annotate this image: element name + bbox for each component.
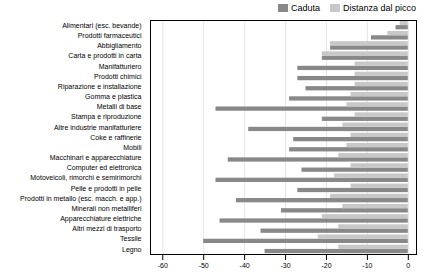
svg-text:Motoveicoli, rimorchi e semiri: Motoveicoli, rimorchi e semirimorchi [30, 174, 142, 181]
svg-text:-10: -10 [362, 262, 372, 269]
svg-text:Carta e prodotti in carta: Carta e prodotti in carta [68, 52, 141, 60]
svg-text:Mobili: Mobili [123, 144, 142, 151]
svg-text:Apparecchiature elettriche: Apparecchiature elettriche [60, 215, 141, 223]
svg-text:Computer ed elettronica: Computer ed elettronica [67, 164, 142, 172]
svg-text:Prodotti farmaceutici: Prodotti farmaceutici [78, 32, 142, 39]
svg-text:Gomma e plastica: Gomma e plastica [85, 93, 142, 101]
svg-text:Metalli di base: Metalli di base [97, 103, 142, 110]
svg-text:Prodotti chimici: Prodotti chimici [94, 73, 142, 80]
svg-text:0: 0 [406, 262, 410, 269]
svg-text:Coke e raffinerie: Coke e raffinerie [90, 134, 141, 141]
svg-text:Altre industrie manifatturiere: Altre industrie manifatturiere [54, 124, 142, 131]
svg-text:-40: -40 [240, 262, 250, 269]
svg-text:-50: -50 [199, 262, 209, 269]
svg-text:Altri mezzi di trasporto: Altri mezzi di trasporto [72, 225, 141, 233]
svg-text:Prodotti in metallo (esc. macc: Prodotti in metallo (esc. macch. e app.) [20, 195, 141, 203]
html-text:Distanza dal picco: Distanza dal picco [343, 3, 416, 13]
svg-text:Abbigliamento: Abbigliamento [97, 42, 141, 50]
html-text:Caduta: Caduta [290, 3, 320, 13]
svg-text:Riparazione e installazione: Riparazione e installazione [58, 83, 142, 91]
svg-text:Pelle e prodotti in pelle: Pelle e prodotti in pelle [71, 185, 142, 193]
svg-text:-20: -20 [321, 262, 331, 269]
svg-text:-30: -30 [280, 262, 290, 269]
svg-text:Minerali non metalliferi: Minerali non metalliferi [71, 205, 141, 212]
svg-text:Macchinari e apparecchiature: Macchinari e apparecchiature [50, 154, 142, 162]
svg-text:Legno: Legno [122, 246, 142, 254]
svg-text:Stampa e riproduzione: Stampa e riproduzione [71, 113, 142, 121]
svg-text:Alimentari (esc. bevande): Alimentari (esc. bevande) [62, 22, 141, 30]
svg-text:Tessile: Tessile [120, 235, 142, 242]
svg-text:-60: -60 [158, 262, 168, 269]
svg-text:Manifatturiero: Manifatturiero [99, 63, 142, 70]
